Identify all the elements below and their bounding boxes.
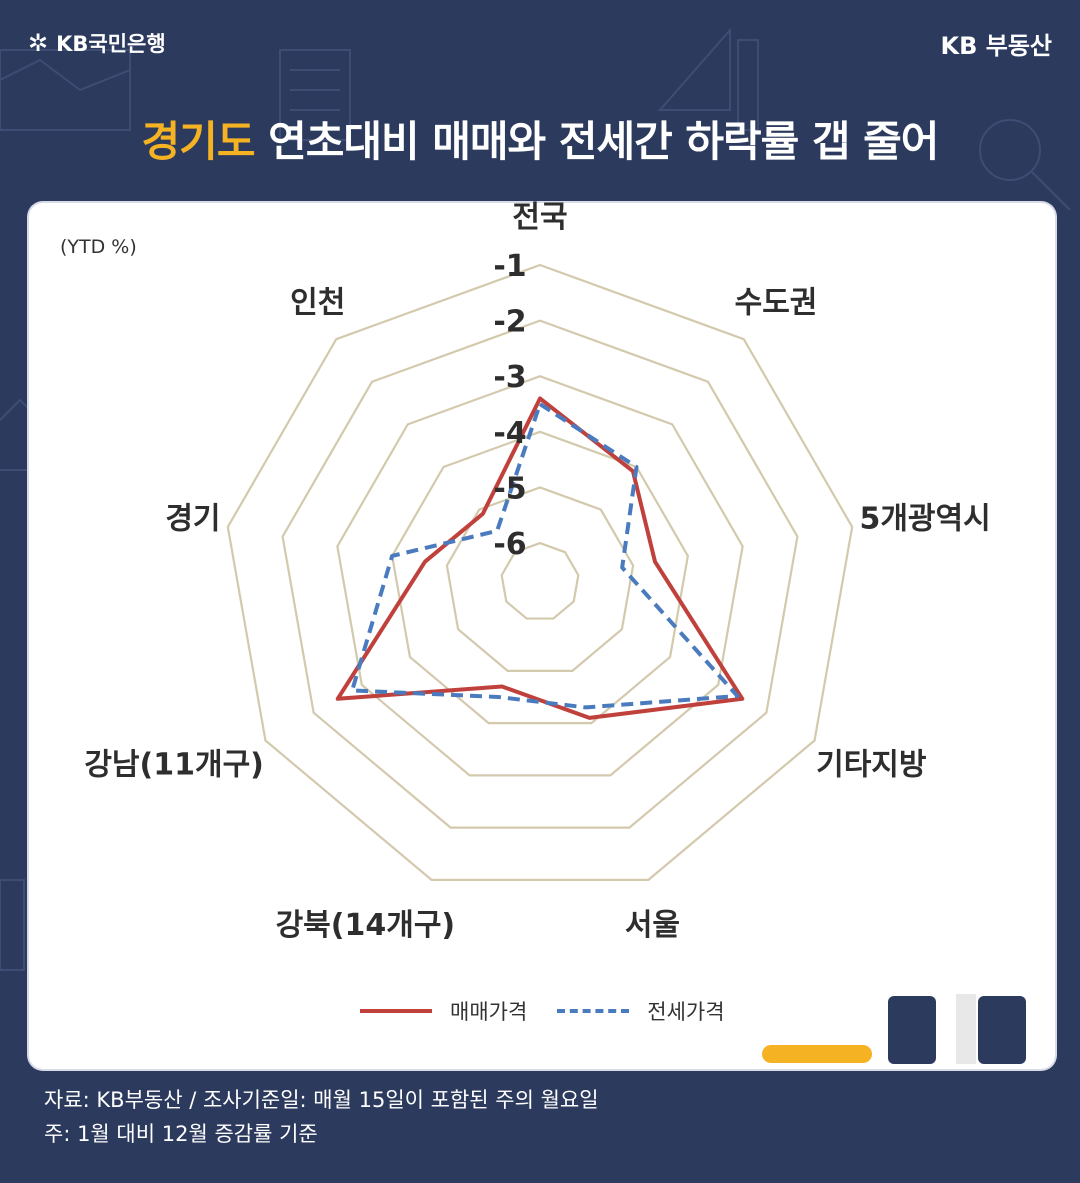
axis-label: 5개광역시	[859, 502, 990, 537]
tick-label: -4	[493, 416, 526, 451]
kb-realestate-logo: KB 부동산	[940, 32, 1053, 60]
legend-swatch-sale	[360, 1009, 432, 1013]
footer-notes: 자료: KB부동산 / 조사기준일: 매월 15일이 포함된 주의 월요일 주:…	[44, 1083, 599, 1151]
decorative-book-spine	[956, 994, 976, 1064]
footer-source: 자료: KB부동산 / 조사기준일: 매월 15일이 포함된 주의 월요일	[44, 1088, 599, 1112]
grid-ring	[226, 263, 854, 881]
axis-label: 인천	[290, 285, 345, 320]
chart-panel	[29, 203, 1055, 1069]
grid-ring	[281, 319, 799, 829]
axis-label: 강북(14개구)	[276, 908, 456, 943]
unit-label: (YTD %)	[60, 236, 137, 258]
decorative-pill	[762, 1045, 872, 1063]
series-line-jeonse	[350, 402, 740, 710]
chart-legend: 매매가격 전세가격	[360, 996, 755, 1026]
title-highlight: 경기도	[141, 117, 256, 166]
tick-label: -1	[493, 249, 526, 284]
legend-item-jeonse: 전세가격	[557, 996, 725, 1026]
tick-label: -2	[493, 305, 526, 340]
grid-ring	[390, 430, 690, 725]
tick-label: -6	[493, 527, 526, 562]
axis-label: 기타지방	[816, 748, 927, 783]
axis-label: 수도권	[735, 285, 818, 320]
tick-label: -5	[493, 471, 526, 506]
legend-label-sale: 매매가격	[450, 1000, 528, 1024]
tick-label: -3	[493, 360, 526, 395]
legend-item-sale: 매매가격	[360, 996, 527, 1026]
axis-label: 강남(11개구)	[84, 748, 264, 783]
kb-bank-logo: ✲ KB국민은행	[28, 28, 166, 58]
grid-ring	[336, 375, 744, 777]
grid-ring	[500, 541, 580, 620]
title-rest: 연초대비 매매와 전세간 하락률 갭 줄어	[254, 117, 939, 166]
page-title: 경기도 연초대비 매매와 전세간 하락률 갭 줄어	[0, 108, 1080, 169]
decorative-book-left	[888, 996, 936, 1064]
axis-label: 경기	[165, 502, 220, 537]
kb-star-icon: ✲	[28, 29, 49, 57]
axis-label: 전국	[512, 200, 567, 235]
grid-ring	[445, 486, 635, 672]
legend-swatch-jeonse	[557, 1009, 630, 1013]
kb-bank-name: KB국민은행	[56, 32, 166, 56]
legend-label-jeonse: 전세가격	[647, 1000, 725, 1024]
footer-note: 주: 1월 대비 12월 증감률 기준	[44, 1122, 318, 1146]
decorative-book-right	[978, 996, 1026, 1064]
axis-label: 서울	[625, 908, 680, 943]
